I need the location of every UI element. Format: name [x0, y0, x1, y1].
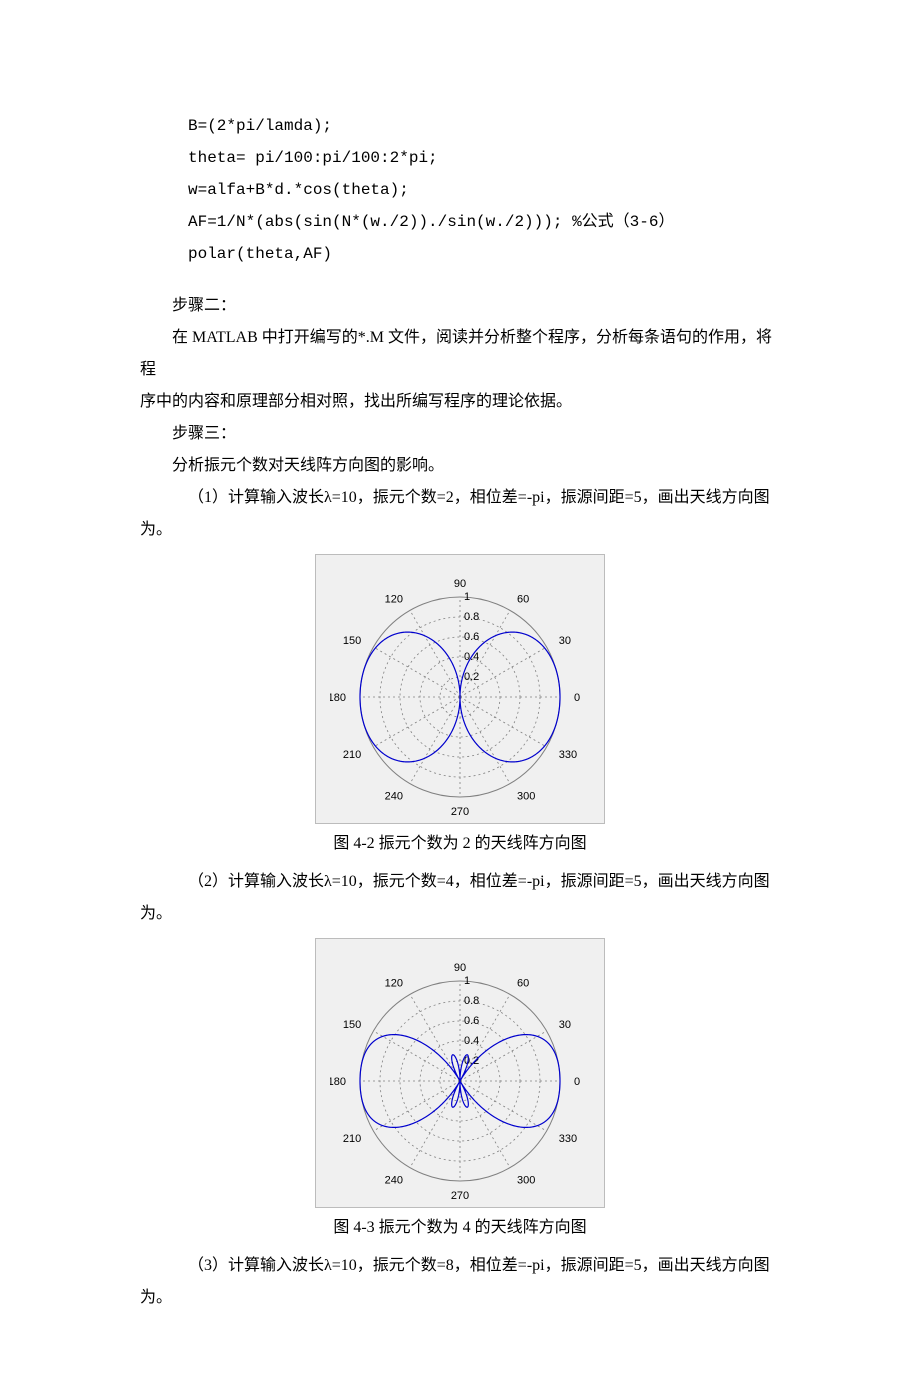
svg-text:90: 90 — [454, 578, 466, 590]
step2-line1: 在 MATLAB 中打开编写的*.M 文件，阅读并分析整个程序，分析每条语句的作… — [140, 322, 780, 386]
svg-text:30: 30 — [559, 635, 571, 647]
svg-text:330: 330 — [559, 1133, 577, 1145]
svg-text:0: 0 — [574, 1076, 580, 1088]
item-3: （3）计算输入波长λ=10，振元个数=8，相位差=-pi，振源间距=5，画出天线… — [140, 1250, 780, 1314]
svg-text:150: 150 — [343, 635, 361, 647]
code-block: B=(2*pi/lamda); theta= pi/100:pi/100:2*p… — [188, 110, 780, 270]
svg-text:180: 180 — [330, 692, 346, 704]
svg-text:180: 180 — [330, 1076, 346, 1088]
svg-text:210: 210 — [343, 749, 361, 761]
polar-chart-n2: 03060901201501802102402703003300.20.40.6… — [330, 567, 590, 817]
document-page: B=(2*pi/lamda); theta= pi/100:pi/100:2*p… — [0, 0, 920, 1374]
svg-text:30: 30 — [559, 1019, 571, 1031]
svg-text:240: 240 — [385, 1175, 403, 1187]
caption-1: 图 4-2 振元个数为 2 的天线阵方向图 — [140, 828, 780, 860]
step3-line1: 分析振元个数对天线阵方向图的影响。 — [140, 450, 780, 482]
svg-text:0.6: 0.6 — [464, 1015, 479, 1027]
svg-text:120: 120 — [385, 593, 403, 605]
svg-text:0.8: 0.8 — [464, 611, 479, 623]
svg-text:60: 60 — [517, 977, 529, 989]
chart-2-wrap: 03060901201501802102402703003300.20.40.6… — [140, 938, 780, 1208]
code-line: polar(theta,AF) — [188, 238, 780, 270]
svg-text:270: 270 — [451, 1190, 469, 1201]
chart-1-wrap: 03060901201501802102402703003300.20.40.6… — [140, 554, 780, 824]
caption-2: 图 4-3 振元个数为 4 的天线阵方向图 — [140, 1212, 780, 1244]
svg-text:300: 300 — [517, 791, 535, 803]
chart-1-box: 03060901201501802102402703003300.20.40.6… — [315, 554, 605, 824]
svg-text:0.2: 0.2 — [464, 671, 479, 683]
svg-text:90: 90 — [454, 962, 466, 974]
svg-text:1: 1 — [464, 975, 470, 987]
svg-text:240: 240 — [385, 791, 403, 803]
svg-text:270: 270 — [451, 806, 469, 817]
svg-text:150: 150 — [343, 1019, 361, 1031]
svg-text:60: 60 — [517, 593, 529, 605]
svg-text:330: 330 — [559, 749, 577, 761]
code-line: AF=1/N*(abs(sin(N*(w./2))./sin(w./2))); … — [188, 206, 780, 238]
code-line: theta= pi/100:pi/100:2*pi; — [188, 142, 780, 174]
item-1: （1）计算输入波长λ=10，振元个数=2，相位差=-pi，振源间距=5，画出天线… — [140, 482, 780, 546]
code-line: B=(2*pi/lamda); — [188, 110, 780, 142]
code-line: w=alfa+B*d.*cos(theta); — [188, 174, 780, 206]
chart-2-box: 03060901201501802102402703003300.20.40.6… — [315, 938, 605, 1208]
svg-text:0.4: 0.4 — [464, 1035, 479, 1047]
svg-text:1: 1 — [464, 591, 470, 603]
step3-title: 步骤三： — [140, 418, 780, 450]
item-2: （2）计算输入波长λ=10，振元个数=4，相位差=-pi，振源间距=5，画出天线… — [140, 866, 780, 930]
svg-text:0.8: 0.8 — [464, 995, 479, 1007]
svg-text:300: 300 — [517, 1175, 535, 1187]
svg-text:120: 120 — [385, 977, 403, 989]
svg-text:210: 210 — [343, 1133, 361, 1145]
step2-title: 步骤二： — [140, 290, 780, 322]
polar-chart-n4: 03060901201501802102402703003300.20.40.6… — [330, 951, 590, 1201]
svg-text:0: 0 — [574, 692, 580, 704]
step2-line2: 序中的内容和原理部分相对照，找出所编写程序的理论依据。 — [140, 386, 780, 418]
svg-text:0.6: 0.6 — [464, 631, 479, 643]
